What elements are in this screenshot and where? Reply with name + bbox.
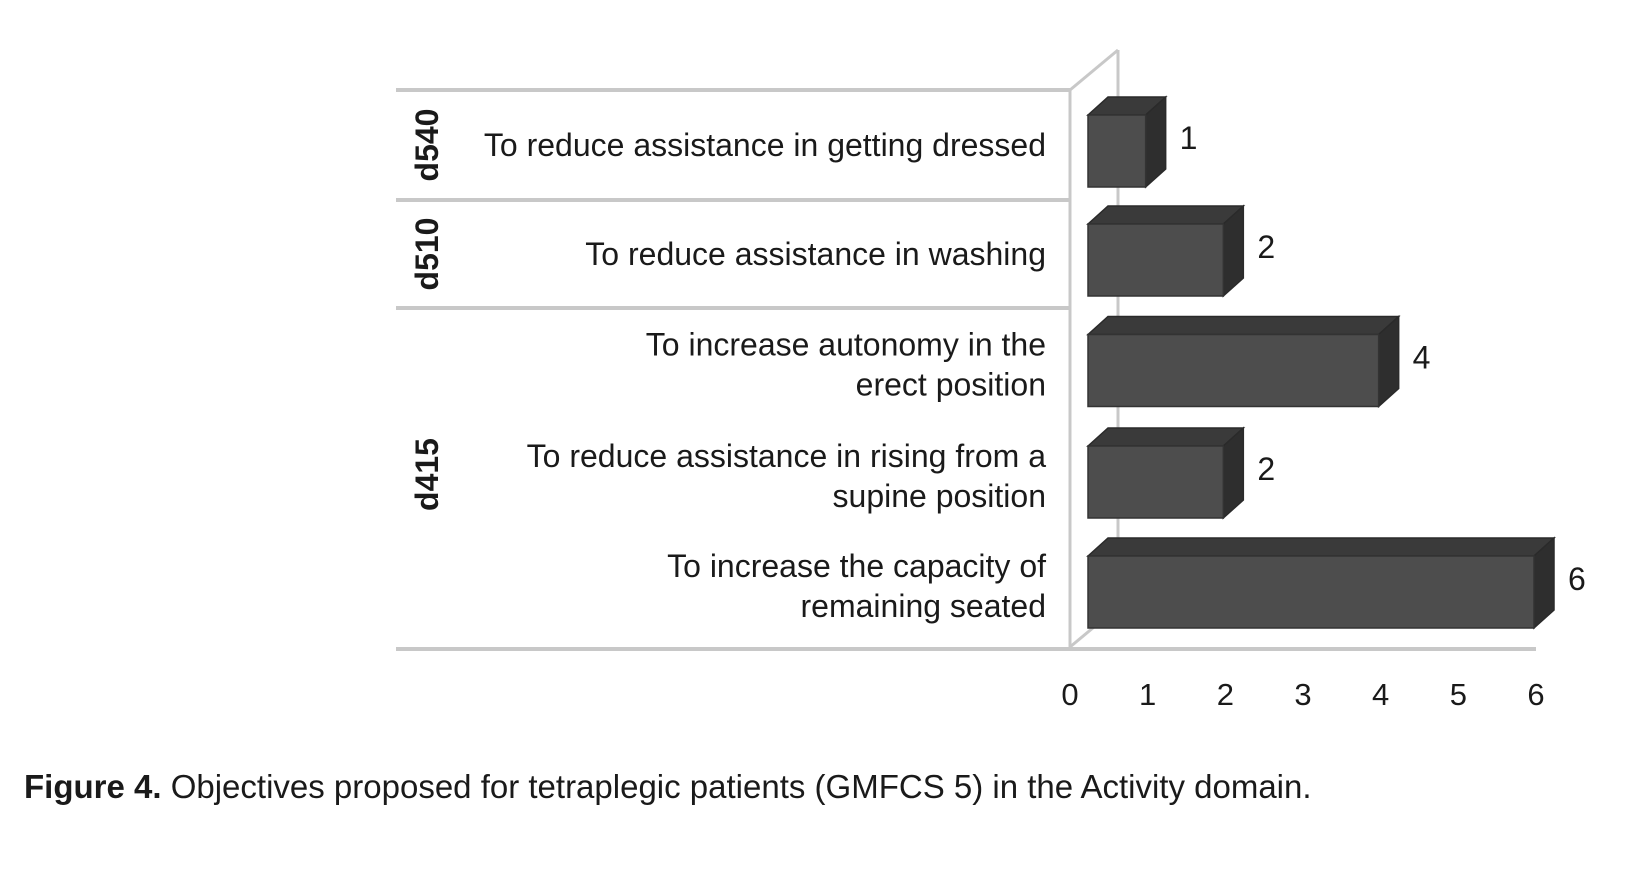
bar-front-face <box>1087 445 1225 519</box>
caption-text: Objectives proposed for tetraplegic pati… <box>161 768 1312 805</box>
bar-top-face <box>1086 205 1246 225</box>
x-tick-label: 5 <box>1450 677 1467 712</box>
axis-depth-top <box>1069 48 1119 92</box>
bar-4 <box>1086 426 1246 520</box>
category-labels: To reduce assistance in getting dressed T… <box>484 127 1046 624</box>
bar-1 <box>1086 95 1168 189</box>
group-labels: d540 d510 d415 <box>409 109 445 511</box>
bar-2 <box>1086 204 1246 298</box>
bar-3 <box>1086 314 1401 409</box>
category-label: To reduce assistance in rising from a <box>527 438 1047 474</box>
value-label: 2 <box>1257 451 1275 487</box>
bars <box>1086 95 1556 630</box>
caption-lead: Figure 4. <box>24 768 162 805</box>
bar-chart: d540 d510 d415 To reduce assistance in get… <box>396 48 1586 712</box>
category-label: To reduce assistance in getting dressed <box>484 127 1046 163</box>
bar-5 <box>1086 536 1556 630</box>
x-tick-label: 3 <box>1294 677 1311 712</box>
x-tick-label: 2 <box>1217 677 1234 712</box>
category-label: erect position <box>856 367 1046 403</box>
x-tick-label: 4 <box>1372 677 1389 712</box>
bar-front-face <box>1087 114 1147 188</box>
bar-front-face <box>1087 333 1380 408</box>
group-label-d415: d415 <box>409 438 445 511</box>
category-label: To increase the capacity of <box>667 548 1046 584</box>
bar-top-face <box>1086 427 1246 447</box>
category-label: supine position <box>833 478 1046 514</box>
bar-front-face <box>1087 555 1535 629</box>
x-tick-label: 1 <box>1139 677 1156 712</box>
group-label-d540: d540 <box>409 109 445 182</box>
value-label: 6 <box>1568 561 1586 597</box>
bar-top-face <box>1086 537 1556 557</box>
bar-top-face <box>1086 315 1401 336</box>
value-label: 1 <box>1180 120 1198 156</box>
figure-caption: Figure 4. Objectives proposed for tetrap… <box>24 768 1312 806</box>
value-label: 2 <box>1257 229 1275 265</box>
group-label-d510: d510 <box>409 218 445 291</box>
category-label: To increase autonomy in the <box>646 327 1046 363</box>
category-label: remaining seated <box>801 588 1046 624</box>
x-axis-ticks: 0 1 2 3 4 5 6 <box>1061 677 1544 712</box>
value-labels: 1 2 4 2 6 <box>1180 120 1586 597</box>
value-label: 4 <box>1413 340 1431 376</box>
x-tick-label: 0 <box>1061 677 1078 712</box>
x-tick-label: 6 <box>1527 677 1544 712</box>
bar-front-face <box>1087 223 1225 297</box>
category-label: To reduce assistance in washing <box>585 236 1046 272</box>
